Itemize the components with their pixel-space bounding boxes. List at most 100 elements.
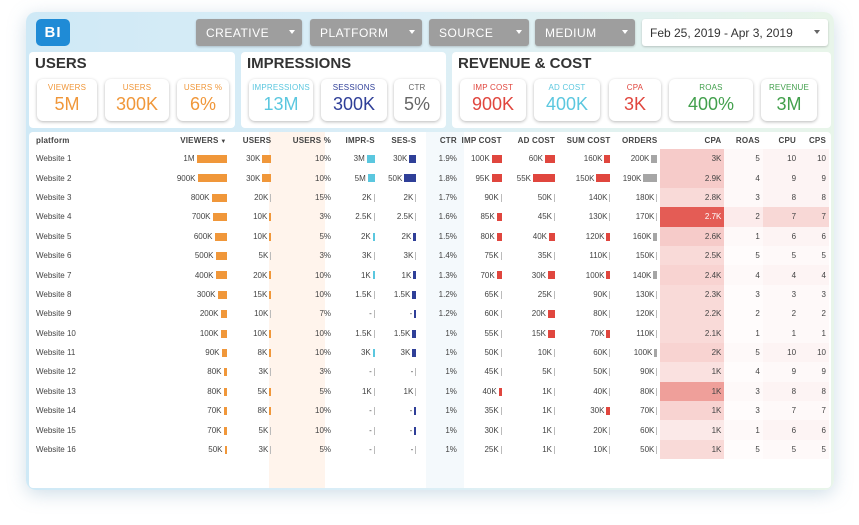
table-row[interactable]: Website 9 200K 10K 7% - - 1.2% 60K 20K 80K 120K 2.2…: [29, 304, 829, 324]
cell-users-pct: 5%: [274, 440, 334, 459]
column-header-viewers[interactable]: VIEWERS ▼: [114, 132, 229, 149]
cell-viewers: 50K: [114, 440, 229, 459]
table-row[interactable]: Website 2 900K 30K 10% 5M 50K 1.8% 95K 55K 150K 19…: [29, 168, 829, 188]
data-bar: [606, 329, 611, 338]
data-bar: [269, 213, 272, 222]
column-header-orders[interactable]: ORDERS: [613, 132, 660, 149]
cell-value: 40K: [482, 386, 497, 396]
cell-ses: -: [378, 420, 420, 439]
data-bar: [262, 174, 272, 183]
column-header-label: platform: [36, 136, 70, 145]
cell-cpu: 5: [763, 440, 799, 459]
table-row[interactable]: Website 8 300K 15K 10% 1.5K 1.5K 1.2% 65K 25K 90K…: [29, 284, 829, 305]
column-header-cpa[interactable]: CPA: [660, 132, 724, 149]
cell-ses: -: [378, 440, 420, 459]
column-header-ad-cost[interactable]: AD COST: [505, 132, 558, 149]
column-header-cps[interactable]: CPS: [799, 132, 829, 149]
cell-roas: 4: [724, 168, 762, 187]
column-header-users[interactable]: USERS: [230, 132, 275, 149]
cell-sum-cost: 130K: [558, 207, 613, 226]
cell-cpa: 1K: [660, 401, 725, 421]
table-row[interactable]: Website 5 600K 10K 5% 2K 2K 1.5% 80K 40K 120K 160K…: [29, 226, 829, 246]
data-bar: [269, 232, 272, 241]
data-bar: [656, 193, 658, 202]
column-header-users-pct[interactable]: USERS %: [274, 132, 334, 149]
cell-value: 8: [791, 192, 797, 202]
dashboard-frame: BI CREATIVE PLATFORM SOURCE MEDIUM Feb 2…: [26, 12, 834, 490]
column-header-impr[interactable]: IMPR-S: [334, 132, 378, 149]
cell-value: 75K: [484, 251, 499, 261]
data-bar: [653, 271, 658, 280]
cell-impr: 1.5K: [334, 324, 378, 343]
table-row[interactable]: Website 3 800K 20K 15% 2K 2K 1.7% 90K 50K 140K 180…: [29, 187, 829, 208]
data-bar: [415, 193, 417, 202]
cell-orders: 170K: [613, 207, 660, 226]
cell-value: 7: [791, 212, 797, 222]
table-row[interactable]: Website 1 1M 30K 10% 3M 30K 1.9% 100K 60K 160K 200…: [29, 149, 829, 169]
cell-value: 2: [791, 309, 797, 319]
filter-medium[interactable]: MEDIUM: [535, 19, 635, 46]
kpi-value: 300K: [332, 94, 376, 114]
cell-viewers: 600K: [114, 227, 229, 246]
cell-ad-cost: 1K: [505, 420, 558, 439]
column-header-sum-cost[interactable]: SUM COST: [558, 132, 613, 149]
filter-platform[interactable]: PLATFORM: [310, 19, 422, 46]
kpi-imp-cost: IMP COST 900K: [460, 79, 526, 121]
column-header-label: IMP COST: [461, 136, 502, 145]
data-bar: [554, 426, 555, 435]
kpi-cpa: CPA 3K: [609, 79, 661, 121]
data-bar: [215, 271, 227, 280]
table-row[interactable]: Website 15 70K 5K 10% - - 1% 30K 1K 20K 60K 1K 1 6 6: [29, 420, 829, 440]
data-bar: [606, 407, 611, 416]
cell-users: 20K: [230, 265, 275, 284]
cell-users-pct: 5%: [274, 382, 334, 401]
table-row[interactable]: Website 14 70K 8K 10% - - 1% 35K 1K 30K 70K 1K 3 7 7: [29, 401, 829, 421]
cell-value: 80K: [480, 231, 495, 241]
cell-value: 5: [821, 445, 826, 455]
filter-source[interactable]: SOURCE: [429, 19, 529, 46]
users-pct-column-shade: [269, 132, 325, 488]
table-row[interactable]: Website 13 80K 5K 5% 1K 1K 1% 40K 1K 40K 80K 1K 3 8 8: [29, 381, 829, 402]
cell-value: Website 10: [36, 328, 76, 338]
column-header-cpu[interactable]: CPU: [763, 132, 799, 149]
cell-value: 5: [755, 154, 760, 164]
data-bar: [554, 252, 555, 261]
table-row[interactable]: Website 7 400K 20K 10% 1K 1K 1.3% 70K 30K 100K 140…: [29, 265, 829, 285]
cell-ad-cost: 40K: [505, 227, 558, 246]
kpi-value: 6%: [189, 94, 216, 114]
column-header-ses[interactable]: SES-S: [378, 132, 420, 149]
date-range-picker[interactable]: Feb 25, 2019 - Apr 3, 2019: [642, 19, 828, 46]
data-bar: [373, 290, 375, 299]
cell-value: 5: [791, 251, 797, 261]
cell-cpu: 7: [763, 401, 799, 420]
revenue-section-title: REVENUE & COST: [458, 55, 592, 72]
data-bar: [604, 155, 611, 164]
cell-ctr: 1%: [419, 343, 460, 362]
data-bar: [500, 368, 502, 377]
table-row[interactable]: Website 4 700K 10K 3% 2.5K 2.5K 1.6% 85K 45K 130K…: [29, 207, 829, 227]
cell-roas: 3: [724, 401, 762, 420]
cell-roas: 1: [724, 227, 762, 246]
table-row[interactable]: Website 6 500K 5K 3% 3K 3K 1.4% 75K 35K 110K 150K 2…: [29, 245, 829, 266]
cell-users: 30K: [230, 168, 275, 187]
cell-cps: 1: [799, 324, 829, 343]
data-bar: [409, 155, 417, 164]
cell-users: 5K: [230, 420, 275, 439]
cell-value: 5%: [319, 231, 332, 241]
column-header-imp-cost[interactable]: IMP COST: [460, 132, 505, 149]
column-header-roas[interactable]: ROAS: [724, 132, 762, 149]
cell-users: 10K: [230, 207, 275, 226]
cell-platform: Website 6: [29, 246, 114, 265]
data-bar: [500, 193, 502, 202]
table-row[interactable]: Website 10 100K 10K 10% 1.5K 1.5K 1% 55K 15K 70K 1…: [29, 323, 829, 343]
table-row[interactable]: Website 11 90K 8K 10% 3K 3K 1% 50K 10K 60K 100K 2K 5…: [29, 342, 829, 363]
column-header-ctr[interactable]: CTR: [419, 132, 460, 149]
cell-users-pct: 7%: [274, 304, 334, 323]
kpi-label: SESSIONS: [332, 83, 376, 92]
filter-creative[interactable]: CREATIVE: [196, 19, 302, 46]
table-row[interactable]: Website 16 50K 3K 5% - - 1% 25K 1K 10K 50K 1K 5 5 5: [29, 439, 829, 460]
cell-cps: 3: [799, 285, 829, 304]
cell-impr: 1K: [334, 382, 378, 401]
column-header-platform[interactable]: platform: [29, 132, 114, 149]
table-row[interactable]: Website 12 80K 3K 3% - - 1% 45K 5K 50K 90K 1K 4 9 9: [29, 362, 829, 382]
